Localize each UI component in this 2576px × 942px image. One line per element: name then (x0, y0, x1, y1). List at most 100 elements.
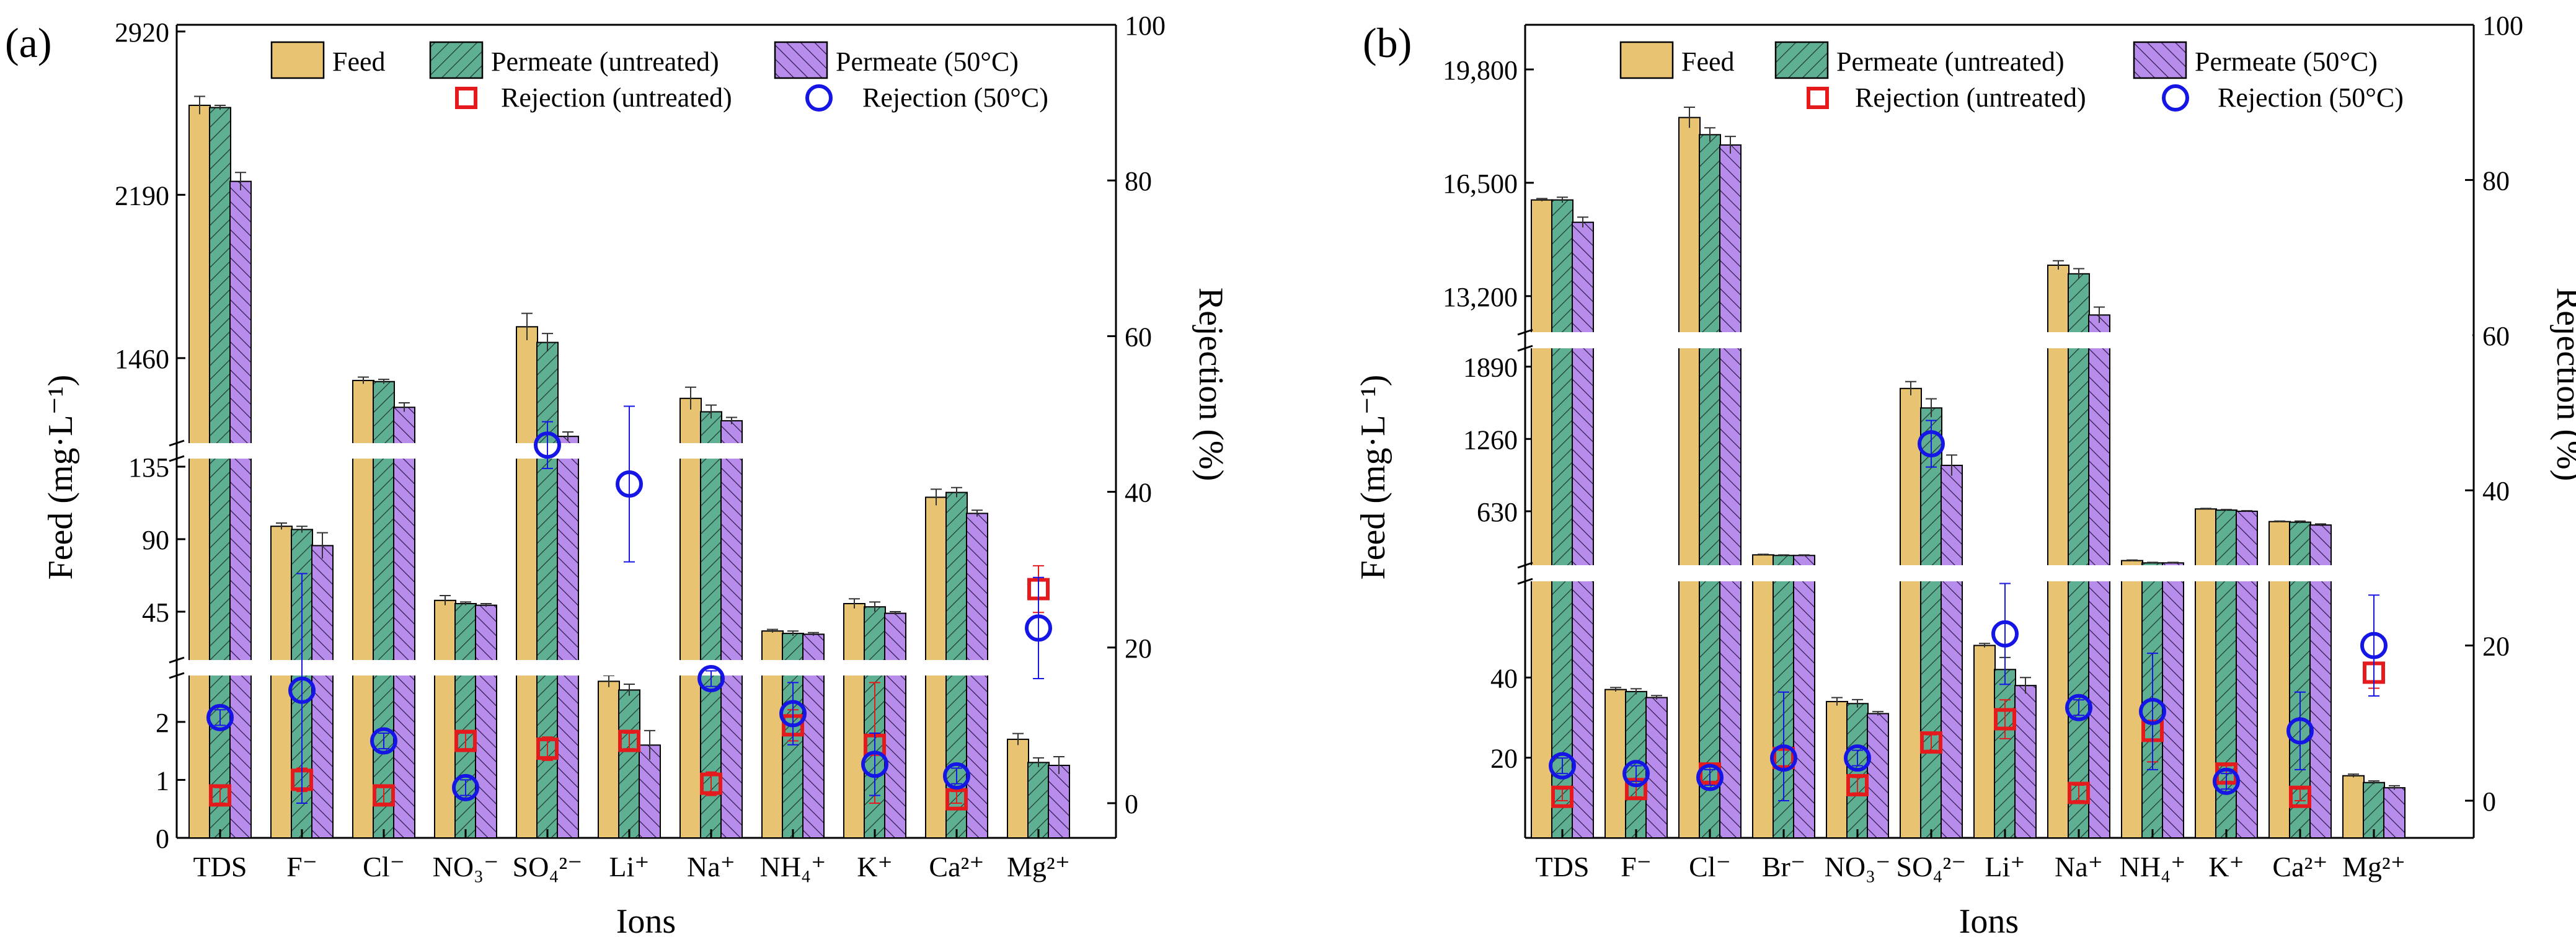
x-tick-label: Cl⁻ (1689, 851, 1731, 883)
bar (843, 603, 865, 839)
y-tick-label: 20 (1490, 744, 1518, 774)
x-tick-label: NO₃⁻ (433, 851, 499, 883)
bar (679, 397, 702, 839)
rejection-heated-marker (2065, 693, 2092, 721)
bar (1572, 221, 1594, 839)
x-tick-label: Na⁺ (687, 851, 735, 883)
x-tick-label: TDS (193, 851, 247, 883)
x-tick-label: Li⁺ (1985, 851, 2025, 883)
axis-break-gap (1526, 332, 2472, 348)
rejection-heated-marker (2286, 717, 2314, 745)
bar (700, 411, 722, 839)
bar (2014, 685, 2037, 839)
y-tick-label: 630 (1477, 497, 1518, 527)
bar (639, 744, 661, 839)
rejection-untreated-marker (2289, 785, 2311, 808)
y2-tick-label: 60 (2482, 321, 2510, 351)
rejection-heated-marker (2139, 698, 2166, 726)
panel-a: (a) Feed (mg·L⁻¹) Rejection (%) Ions Fee… (5, 11, 1230, 941)
rejection-untreated-marker (1551, 785, 1573, 808)
axis-break-gap (178, 660, 1115, 676)
bar (1900, 387, 1922, 839)
bar (2162, 562, 2184, 839)
y2-tick-label: 40 (1125, 478, 1152, 508)
bar (2195, 508, 2217, 839)
axis-break-gap (1526, 565, 2472, 581)
bar (1678, 117, 1701, 839)
y-tick-label: 135 (128, 452, 169, 483)
rejection-heated-marker (1549, 752, 1576, 780)
bar (1007, 738, 1029, 839)
bar (1973, 645, 1996, 839)
bar (188, 104, 211, 839)
y2-tick-label: 0 (2482, 786, 2496, 817)
bar (1793, 555, 1815, 839)
legend-marker-rejection-heated (805, 84, 833, 112)
plot-area: 0 1 2 45 90 135 1460 2190 2920 0 20 40 60 80 100 TDS F⁻ C… (115, 11, 1166, 883)
x-tick-label: F⁻ (286, 851, 317, 883)
x-tick-label: Ca²⁺ (929, 851, 984, 883)
bar (434, 599, 456, 839)
bar (557, 436, 579, 839)
bar (454, 603, 477, 839)
y-tick-label: 1890 (1463, 353, 1518, 383)
rejection-heated-marker (1991, 620, 2019, 648)
bar (1719, 144, 1742, 839)
rejection-heated-marker (779, 700, 807, 728)
legend-swatch-untreated (429, 41, 484, 79)
y2-tick-label: 20 (1125, 633, 1152, 664)
rejection-untreated-marker (2068, 781, 2090, 804)
legend: Feed Permeate (untreated) Permeate (50°C… (270, 41, 1048, 113)
y-axis-label: Feed (mg·L⁻¹) (42, 375, 80, 580)
rejection-untreated-marker (454, 729, 477, 752)
y2-tick-label: 40 (2482, 476, 2510, 506)
y-tick-label: 2190 (115, 180, 169, 211)
x-tick-label: NH₄⁺ (2120, 851, 2186, 883)
legend-marker-rejection-untreated (455, 87, 477, 109)
panel-b: (b) Feed (mg·L⁻¹) Rejection (%) Ions Fee… (1354, 11, 2576, 941)
rejection-heated-marker (1770, 744, 1797, 772)
bar (1645, 697, 1668, 839)
axis-break-mark (169, 455, 185, 462)
legend-label-feed: Feed (1681, 46, 1735, 77)
y-tick-label: 16,500 (1443, 169, 1518, 199)
x-tick-label: NO₃⁻ (1825, 851, 1891, 883)
bar (1994, 669, 2016, 839)
rejection-untreated-marker (1846, 773, 1869, 796)
bar (2121, 560, 2143, 839)
plot-area: 20 40 630 1260 1890 13,200 16,500 19,800 0 20 40 60… (1443, 11, 2523, 883)
y-tick-label: 1460 (115, 344, 169, 374)
bar (2236, 510, 2258, 839)
rejection-heated-marker (1844, 744, 1871, 772)
y-tick-label: 0 (156, 824, 169, 854)
y2-axis-label: Rejection (%) (1192, 288, 1230, 482)
legend-label-rejection-heated: Rejection (50°C) (2218, 82, 2404, 113)
bar (1920, 407, 1942, 839)
bar (229, 180, 252, 839)
axis-break-mark (1517, 578, 1533, 585)
rejection-untreated-marker (1920, 731, 1942, 754)
legend-swatch-feed (270, 41, 325, 79)
legend-label-rejection-heated: Rejection (50°C) (862, 82, 1048, 113)
y-tick-label: 90 (142, 525, 169, 555)
x-tick-label: K⁺ (857, 851, 893, 883)
rejection-untreated-marker (1994, 708, 2016, 731)
bar (393, 407, 415, 839)
rejection-heated-marker (288, 676, 316, 704)
legend-label-untreated: Permeate (untreated) (491, 46, 719, 77)
rejection-heated-marker (861, 751, 888, 778)
y2-axis-label: Rejection (%) (2549, 288, 2576, 482)
rejection-untreated-marker (536, 737, 559, 760)
legend-marker-rejection-heated (2162, 84, 2189, 112)
axis-break-mark (169, 439, 185, 447)
y-tick-label: 1 (156, 765, 169, 796)
rejection-heated-marker (2213, 767, 2240, 795)
rejection-untreated-marker (373, 784, 395, 807)
bar (1604, 689, 1627, 839)
bar (1826, 701, 1848, 839)
axis-break-mark (1517, 345, 1533, 352)
rejection-heated-marker (697, 665, 725, 693)
legend-label-untreated: Permeate (untreated) (1836, 46, 2065, 77)
y2-tick-label: 100 (1125, 11, 1166, 41)
x-tick-label: Na⁺ (2055, 851, 2103, 883)
